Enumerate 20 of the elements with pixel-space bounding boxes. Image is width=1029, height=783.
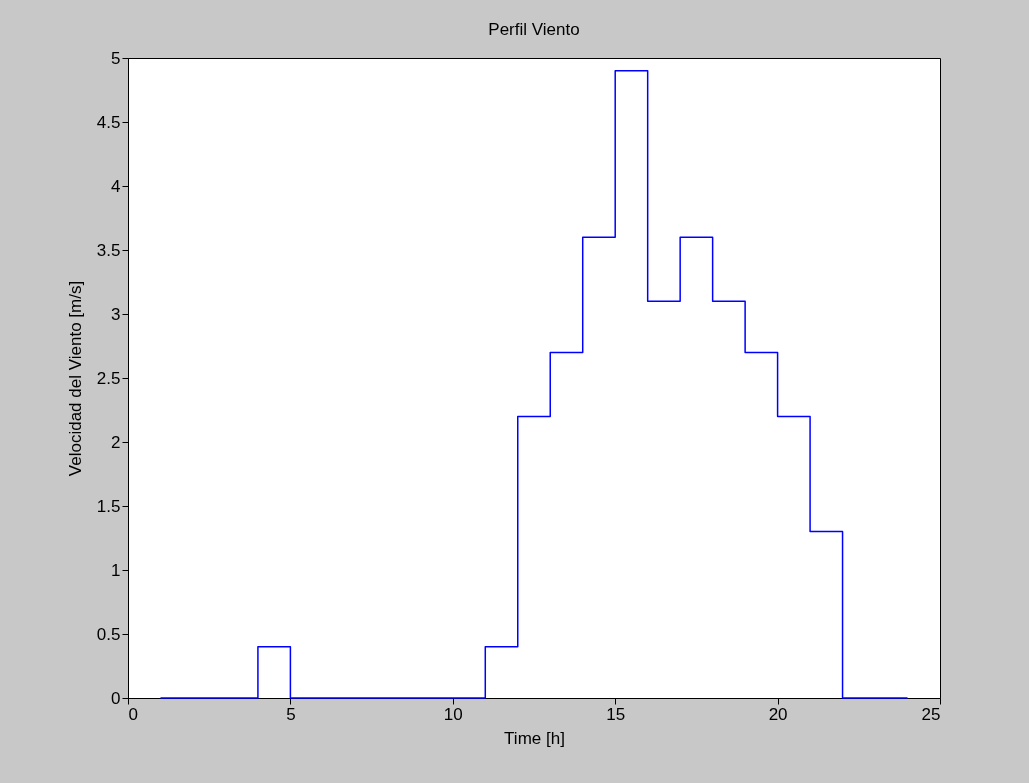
x-tick-label: 25 bbox=[921, 704, 941, 724]
y-tick-label: 1.5 bbox=[96, 496, 121, 516]
y-tick-label: 3 bbox=[111, 304, 121, 324]
y-tick-label: 1 bbox=[111, 560, 121, 580]
y-tick-label: 0.5 bbox=[96, 624, 121, 644]
y-axis-title: Velocidad del Viento [m/s] bbox=[65, 280, 85, 477]
x-tick-label: 10 bbox=[443, 704, 463, 724]
x-axis-title: Time [h] bbox=[504, 728, 565, 748]
y-tick-label: 3.5 bbox=[96, 240, 121, 260]
y-tick-label: 4 bbox=[111, 176, 121, 196]
x-tick-label: 20 bbox=[768, 704, 788, 724]
y-tick-label: 2 bbox=[111, 432, 121, 452]
x-tick-label: 0 bbox=[128, 704, 138, 724]
y-tick-label: 2.5 bbox=[96, 368, 121, 388]
chart-title: Perfil Viento bbox=[488, 20, 580, 39]
y-tick-label: 5 bbox=[111, 48, 121, 68]
x-tick-label: 5 bbox=[286, 704, 296, 724]
y-tick-label: 4.5 bbox=[96, 112, 121, 132]
y-tick-label: 0 bbox=[111, 688, 121, 708]
x-tick-label: 15 bbox=[606, 704, 626, 724]
